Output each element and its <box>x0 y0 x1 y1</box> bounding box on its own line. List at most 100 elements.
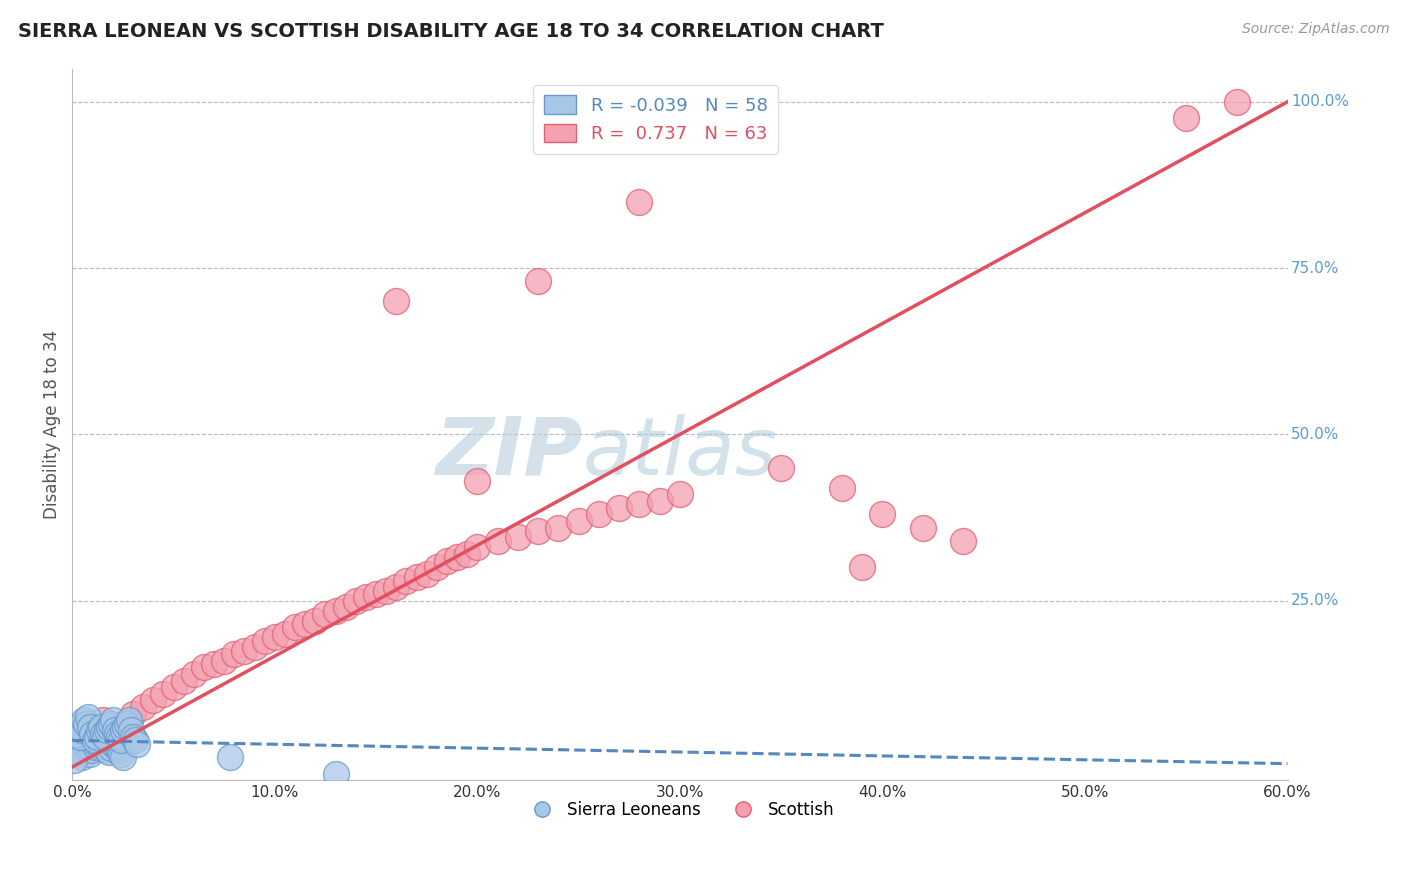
Point <box>325 604 347 618</box>
Point <box>122 730 145 744</box>
Point <box>91 714 114 728</box>
Point <box>104 732 127 747</box>
Point <box>831 481 853 495</box>
Point <box>253 633 276 648</box>
Point <box>162 680 184 694</box>
Point <box>90 741 112 756</box>
Point <box>97 745 120 759</box>
Point <box>91 727 114 741</box>
Point <box>125 737 148 751</box>
Text: 50.0%: 50.0% <box>1291 427 1340 442</box>
Point <box>115 716 138 731</box>
Point <box>96 743 118 757</box>
Point <box>101 714 124 728</box>
Text: 25.0%: 25.0% <box>1291 593 1340 608</box>
Point <box>111 716 134 731</box>
Point <box>124 733 146 747</box>
Point <box>132 700 155 714</box>
Point <box>100 741 122 756</box>
Point <box>872 507 894 521</box>
Point <box>72 750 94 764</box>
Point <box>97 720 120 734</box>
Point <box>69 743 91 757</box>
Point <box>82 727 104 741</box>
Point <box>335 600 357 615</box>
Point <box>110 733 132 747</box>
Point <box>385 581 408 595</box>
Point <box>87 723 110 738</box>
Point <box>263 630 285 644</box>
Point <box>108 730 131 744</box>
Point <box>648 494 671 508</box>
Text: Source: ZipAtlas.com: Source: ZipAtlas.com <box>1241 22 1389 37</box>
Point <box>100 716 122 731</box>
Point <box>86 737 108 751</box>
Point <box>284 620 307 634</box>
Point <box>120 723 142 738</box>
Point <box>93 735 115 749</box>
Point <box>75 733 97 747</box>
Text: atlas: atlas <box>582 414 778 491</box>
Point <box>87 733 110 747</box>
Point <box>547 520 569 534</box>
Point <box>911 520 934 534</box>
Point <box>104 723 127 738</box>
Point <box>851 560 873 574</box>
Point <box>405 570 427 584</box>
Point <box>90 720 112 734</box>
Point <box>65 727 87 741</box>
Point <box>202 657 225 671</box>
Point <box>385 294 408 309</box>
Legend: Sierra Leoneans, Scottish: Sierra Leoneans, Scottish <box>519 794 841 825</box>
Point <box>219 750 242 764</box>
Point <box>77 710 100 724</box>
Point <box>193 660 215 674</box>
Point <box>456 547 478 561</box>
Point <box>110 747 132 761</box>
Point <box>274 627 297 641</box>
Point <box>467 474 489 488</box>
Point <box>118 714 141 728</box>
Point <box>233 643 256 657</box>
Point <box>111 750 134 764</box>
Point <box>63 753 86 767</box>
Point <box>669 487 692 501</box>
Point <box>101 737 124 751</box>
Text: SIERRA LEONEAN VS SCOTTISH DISABILITY AGE 18 TO 34 CORRELATION CHART: SIERRA LEONEAN VS SCOTTISH DISABILITY AG… <box>18 22 884 41</box>
Point <box>73 714 96 728</box>
Point <box>67 720 90 734</box>
Point <box>69 730 91 744</box>
Point <box>65 739 87 754</box>
Point <box>375 583 398 598</box>
Point <box>224 647 246 661</box>
Point <box>122 706 145 721</box>
Point <box>82 743 104 757</box>
Text: 100.0%: 100.0% <box>1291 95 1350 110</box>
Y-axis label: Disability Age 18 to 34: Disability Age 18 to 34 <box>44 330 60 519</box>
Point <box>344 593 367 607</box>
Point <box>93 730 115 744</box>
Point <box>79 720 101 734</box>
Point <box>426 560 449 574</box>
Point <box>588 507 610 521</box>
Point <box>108 743 131 757</box>
Point <box>142 693 165 707</box>
Point <box>105 727 128 741</box>
Point <box>79 747 101 761</box>
Point <box>770 460 793 475</box>
Point <box>467 541 489 555</box>
Point <box>173 673 195 688</box>
Point <box>75 716 97 731</box>
Point <box>294 617 316 632</box>
Point <box>314 607 336 621</box>
Point <box>364 587 387 601</box>
Point <box>91 739 114 753</box>
Point <box>212 654 235 668</box>
Point <box>83 733 105 747</box>
Point <box>111 723 134 738</box>
Point <box>354 591 377 605</box>
Point <box>325 766 347 780</box>
Point <box>952 533 974 548</box>
Point <box>486 533 509 548</box>
Point <box>82 720 104 734</box>
